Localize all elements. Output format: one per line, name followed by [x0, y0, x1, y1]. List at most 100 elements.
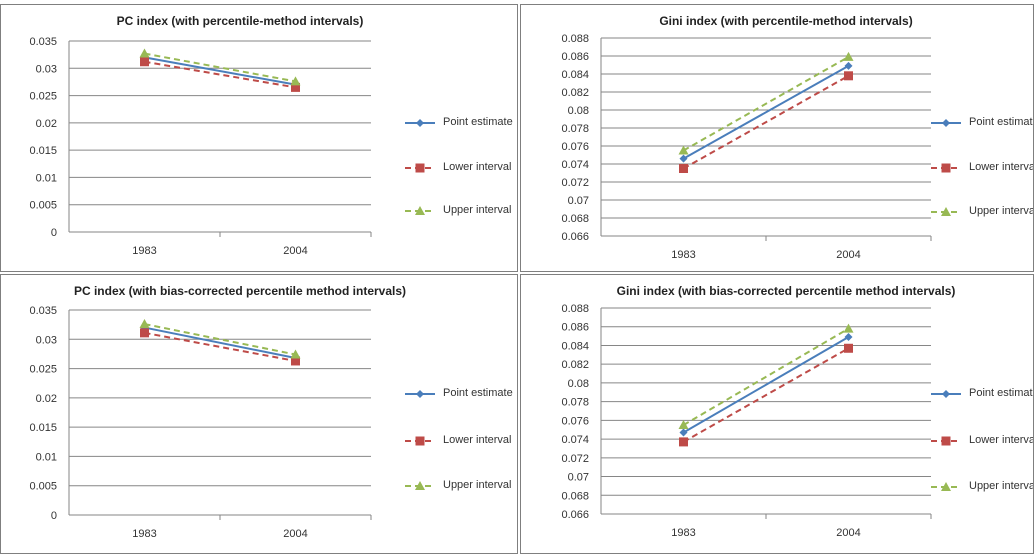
legend-label: Lower interval: [443, 161, 512, 173]
y-tick-label: 0.035: [29, 36, 57, 48]
chart-title: Gini index (with bias-corrected percenti…: [617, 284, 956, 298]
series-line: [144, 323, 296, 356]
chart: Gini index (with percentile-method inter…: [561, 14, 961, 261]
y-tick-label: 0.015: [29, 422, 57, 434]
series-line: [144, 326, 296, 360]
y-tick-label: 0.02: [36, 393, 57, 405]
y-tick-label: 0.07: [568, 195, 589, 207]
x-tick-label: 1983: [132, 528, 156, 540]
y-tick-label: 0.03: [36, 63, 57, 75]
legend-label: Lower interval: [969, 161, 1034, 173]
y-tick-label: 0.01: [36, 172, 57, 184]
y-tick-label: 0: [51, 510, 57, 522]
y-tick-label: 0.088: [561, 33, 589, 45]
series-line: [144, 60, 296, 89]
x-tick-label: 1983: [671, 527, 695, 539]
x-tick-label: 2004: [836, 527, 860, 539]
legend-label: Point estimate: [443, 116, 513, 128]
legend-label: Lower interval: [969, 434, 1034, 446]
series-line: [682, 327, 850, 426]
chart-panel: PC index (with bias-corrected percentile…: [0, 274, 518, 554]
point-marker: [415, 163, 425, 173]
point-marker: [942, 119, 950, 127]
point-marker: [843, 51, 854, 61]
x-tick-label: 2004: [283, 245, 307, 257]
point-marker: [941, 207, 951, 216]
y-tick-label: 0.01: [36, 451, 57, 463]
series-line: [682, 336, 850, 434]
y-tick-label: 0.07: [568, 472, 589, 484]
chart: Gini index (with bias-corrected percenti…: [561, 284, 961, 539]
y-tick-label: 0.084: [561, 340, 589, 352]
point-marker: [679, 164, 688, 173]
y-tick-label: 0.078: [561, 123, 589, 135]
point-marker: [291, 356, 300, 366]
y-tick-label: 0.078: [561, 397, 589, 409]
point-marker: [941, 482, 951, 491]
point-marker: [844, 333, 853, 342]
point-marker: [678, 420, 689, 430]
y-tick-label: 0.02: [36, 118, 57, 130]
y-tick-label: 0.076: [561, 141, 589, 153]
y-tick-label: 0.074: [561, 434, 589, 446]
point-marker: [679, 428, 688, 437]
point-marker: [844, 343, 853, 353]
point-marker: [678, 145, 689, 155]
y-tick-label: 0.086: [561, 51, 589, 63]
series-line: [683, 74, 849, 170]
point-marker: [290, 76, 301, 86]
series-line: [683, 56, 849, 152]
point-marker: [942, 390, 950, 398]
y-tick-label: 0.084: [561, 69, 589, 81]
y-tick-label: 0.005: [29, 200, 57, 212]
y-tick-label: 0.072: [561, 177, 589, 189]
y-tick-label: 0.082: [561, 87, 589, 99]
y-tick-label: 0.035: [29, 305, 57, 317]
point-marker: [415, 481, 425, 490]
y-tick-label: 0.005: [29, 481, 57, 493]
point-marker: [679, 154, 688, 163]
point-marker: [415, 206, 425, 215]
chart-title: Gini index (with percentile-method inter…: [659, 14, 912, 28]
point-marker: [844, 71, 853, 81]
y-tick-label: 0.015: [29, 145, 57, 157]
y-tick-label: 0.066: [561, 509, 589, 521]
point-marker: [844, 61, 853, 70]
y-tick-label: 0.072: [561, 453, 589, 465]
point-marker: [416, 119, 424, 127]
legend-label: Point estimate: [969, 116, 1034, 128]
point-marker: [416, 390, 424, 398]
series-line: [683, 65, 849, 160]
y-tick-label: 0.076: [561, 415, 589, 427]
y-tick-label: 0.086: [561, 322, 589, 334]
point-marker: [941, 436, 951, 446]
point-marker: [291, 82, 300, 92]
point-marker: [139, 319, 150, 329]
y-tick-label: 0: [51, 227, 57, 239]
y-tick-label: 0.068: [561, 213, 589, 225]
legend-label: Point estimate: [443, 387, 513, 399]
chart-title: PC index (with percentile-method interva…: [117, 14, 364, 28]
point-marker: [140, 57, 149, 67]
legend-label: Upper interval: [969, 480, 1034, 492]
series-line: [144, 52, 296, 83]
chart-title: PC index (with bias-corrected percentile…: [74, 284, 406, 298]
point-marker: [415, 436, 425, 446]
x-tick-label: 1983: [132, 245, 156, 257]
point-marker: [290, 349, 301, 359]
point-marker: [843, 323, 854, 333]
chart-panel: Gini index (with bias-corrected percenti…: [520, 274, 1034, 554]
point-marker: [941, 163, 951, 173]
series-line: [144, 56, 296, 86]
y-tick-label: 0.074: [561, 159, 589, 171]
y-tick-label: 0.08: [568, 378, 589, 390]
chart: PC index (with percentile-method interva…: [29, 14, 435, 257]
legend-label: Upper interval: [443, 479, 512, 491]
y-tick-label: 0.025: [29, 364, 57, 376]
y-tick-label: 0.068: [561, 490, 589, 502]
y-tick-label: 0.066: [561, 231, 589, 243]
y-tick-label: 0.082: [561, 359, 589, 371]
x-tick-label: 2004: [836, 249, 860, 261]
legend-label: Upper interval: [969, 205, 1034, 217]
